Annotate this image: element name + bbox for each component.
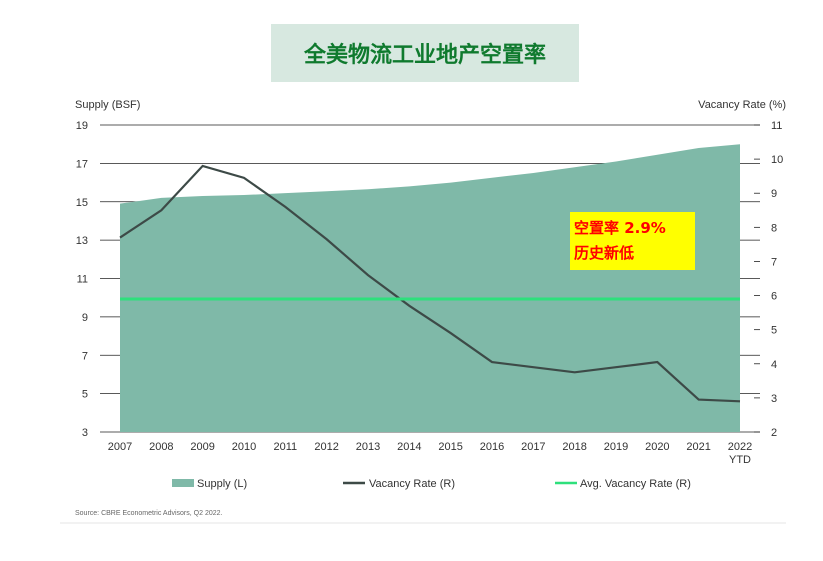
supply-area-layer xyxy=(120,144,740,432)
legend-label-avg-vacancy: Avg. Vacancy Rate (R) xyxy=(580,478,691,490)
x-tick-label: 2019 xyxy=(604,441,628,453)
y-right-tick-label: 5 xyxy=(771,325,777,337)
y-right-tick-label: 11 xyxy=(771,120,782,132)
y-right-tick-label: 2 xyxy=(771,427,777,439)
x-tick-label: 2010 xyxy=(232,441,256,453)
y-left-tick-label: 15 xyxy=(76,197,88,209)
y-right-tick-label: 9 xyxy=(771,188,777,200)
y-left-tick-label: 11 xyxy=(77,274,88,286)
y-left-tick-label: 9 xyxy=(82,312,88,324)
chart-title-box: 全美物流工业地产空置率 xyxy=(271,24,579,82)
x-tick-label: 2014 xyxy=(397,441,421,453)
y-right-axis-label: Vacancy Rate (%) xyxy=(698,99,786,111)
y-right-tick-label: 3 xyxy=(771,393,777,405)
source-note: Source: CBRE Econometric Advisors, Q2 20… xyxy=(75,510,223,517)
x-tick-label: 2007 xyxy=(108,441,132,453)
y-right-tick-label: 4 xyxy=(771,359,777,371)
x-tick-label: 2016 xyxy=(480,441,504,453)
x-tick-label: 2012 xyxy=(314,441,338,453)
chart-title: 全美物流工业地产空置率 xyxy=(303,43,546,68)
y-left-tick-label: 17 xyxy=(76,158,88,170)
y-left-axis-label: Supply (BSF) xyxy=(75,99,140,111)
x-tick-label: 2017 xyxy=(521,441,545,453)
x-tick-label: 2020 xyxy=(645,441,669,453)
vacancy-rate-line xyxy=(119,164,741,403)
supply-area xyxy=(120,144,740,432)
callout-line-1: 空置率 2.9% xyxy=(574,219,666,237)
y-left-tick-label: 7 xyxy=(82,350,88,362)
y-right-tick-label: 7 xyxy=(771,256,777,268)
y-left-tick-label: 3 xyxy=(82,427,88,439)
x-tick-label: 2011 xyxy=(274,441,298,453)
y-right-tick-label: 8 xyxy=(771,222,777,234)
callout-box: 空置率 2.9% 历史新低 xyxy=(570,212,695,270)
legend-label-supply: Supply (L) xyxy=(197,478,247,490)
legend-label-vacancy: Vacancy Rate (R) xyxy=(369,478,455,490)
x-tick-label: 2009 xyxy=(190,441,214,453)
y-left-tick-label: 19 xyxy=(76,120,88,132)
x-tick-label: 2013 xyxy=(356,441,380,453)
callout-line-2: 历史新低 xyxy=(574,244,635,262)
y-right-tick-label: 6 xyxy=(771,291,777,303)
lines-layer xyxy=(119,164,741,403)
x-tick-label: 2008 xyxy=(149,441,173,453)
axes-layer: 3 5 7 9 11 13 15 17 19 2 3 4 5 6 7 8 9 10 11 2007 2008 2009 20… xyxy=(76,120,784,466)
legend-swatch-supply xyxy=(172,479,194,487)
x-tick-label: 2021 xyxy=(686,441,710,453)
x-tick-label: 2022 YTD xyxy=(728,441,752,466)
y-right-tick-label: 10 xyxy=(771,154,783,166)
x-tick-label: 2018 xyxy=(562,441,586,453)
y-left-tick-label: 5 xyxy=(82,389,88,401)
x-tick-label: 2015 xyxy=(438,441,462,453)
y-left-tick-label: 13 xyxy=(76,235,88,247)
